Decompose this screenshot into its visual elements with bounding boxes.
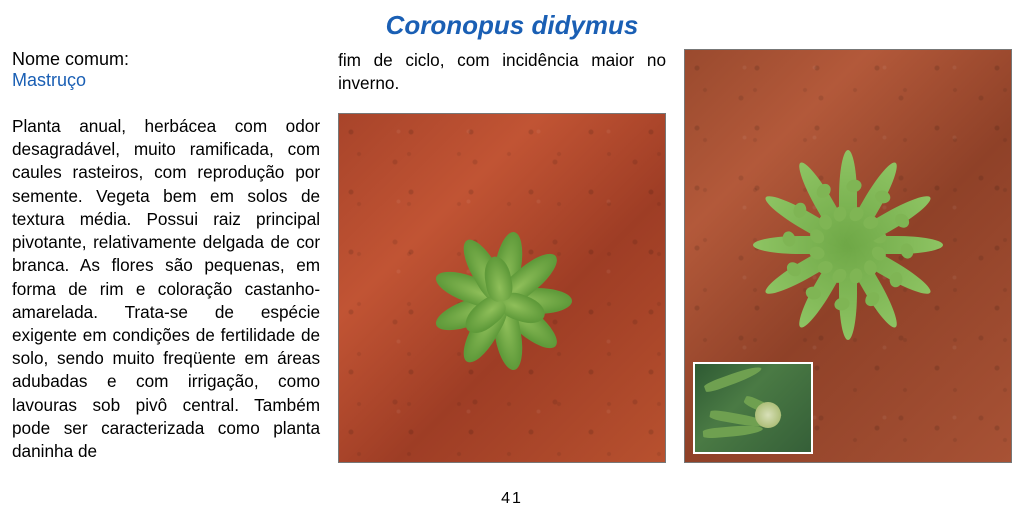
photo-right <box>684 49 1012 463</box>
common-name-block: Nome comum: Mastruço <box>12 49 320 91</box>
column-center: fim de ciclo, com incidência maior no in… <box>338 49 666 463</box>
flower-cluster-icon <box>755 402 781 428</box>
common-name-value: Mastruço <box>12 70 320 91</box>
page-number: 41 <box>501 490 523 508</box>
photo-center <box>338 113 666 463</box>
content-row: Nome comum: Mastruço Planta anual, herbá… <box>0 49 1024 463</box>
description-text-part2: fim de ciclo, com incidência maior no in… <box>338 49 666 95</box>
column-right <box>684 49 1012 463</box>
description-text-part1: Planta anual, herbácea com odor desagrad… <box>12 115 320 463</box>
common-name-label: Nome comum: <box>12 49 320 70</box>
photo-inset <box>693 362 813 454</box>
species-title: Coronopus didymus <box>0 0 1024 49</box>
column-left: Nome comum: Mastruço Planta anual, herbá… <box>12 49 320 463</box>
